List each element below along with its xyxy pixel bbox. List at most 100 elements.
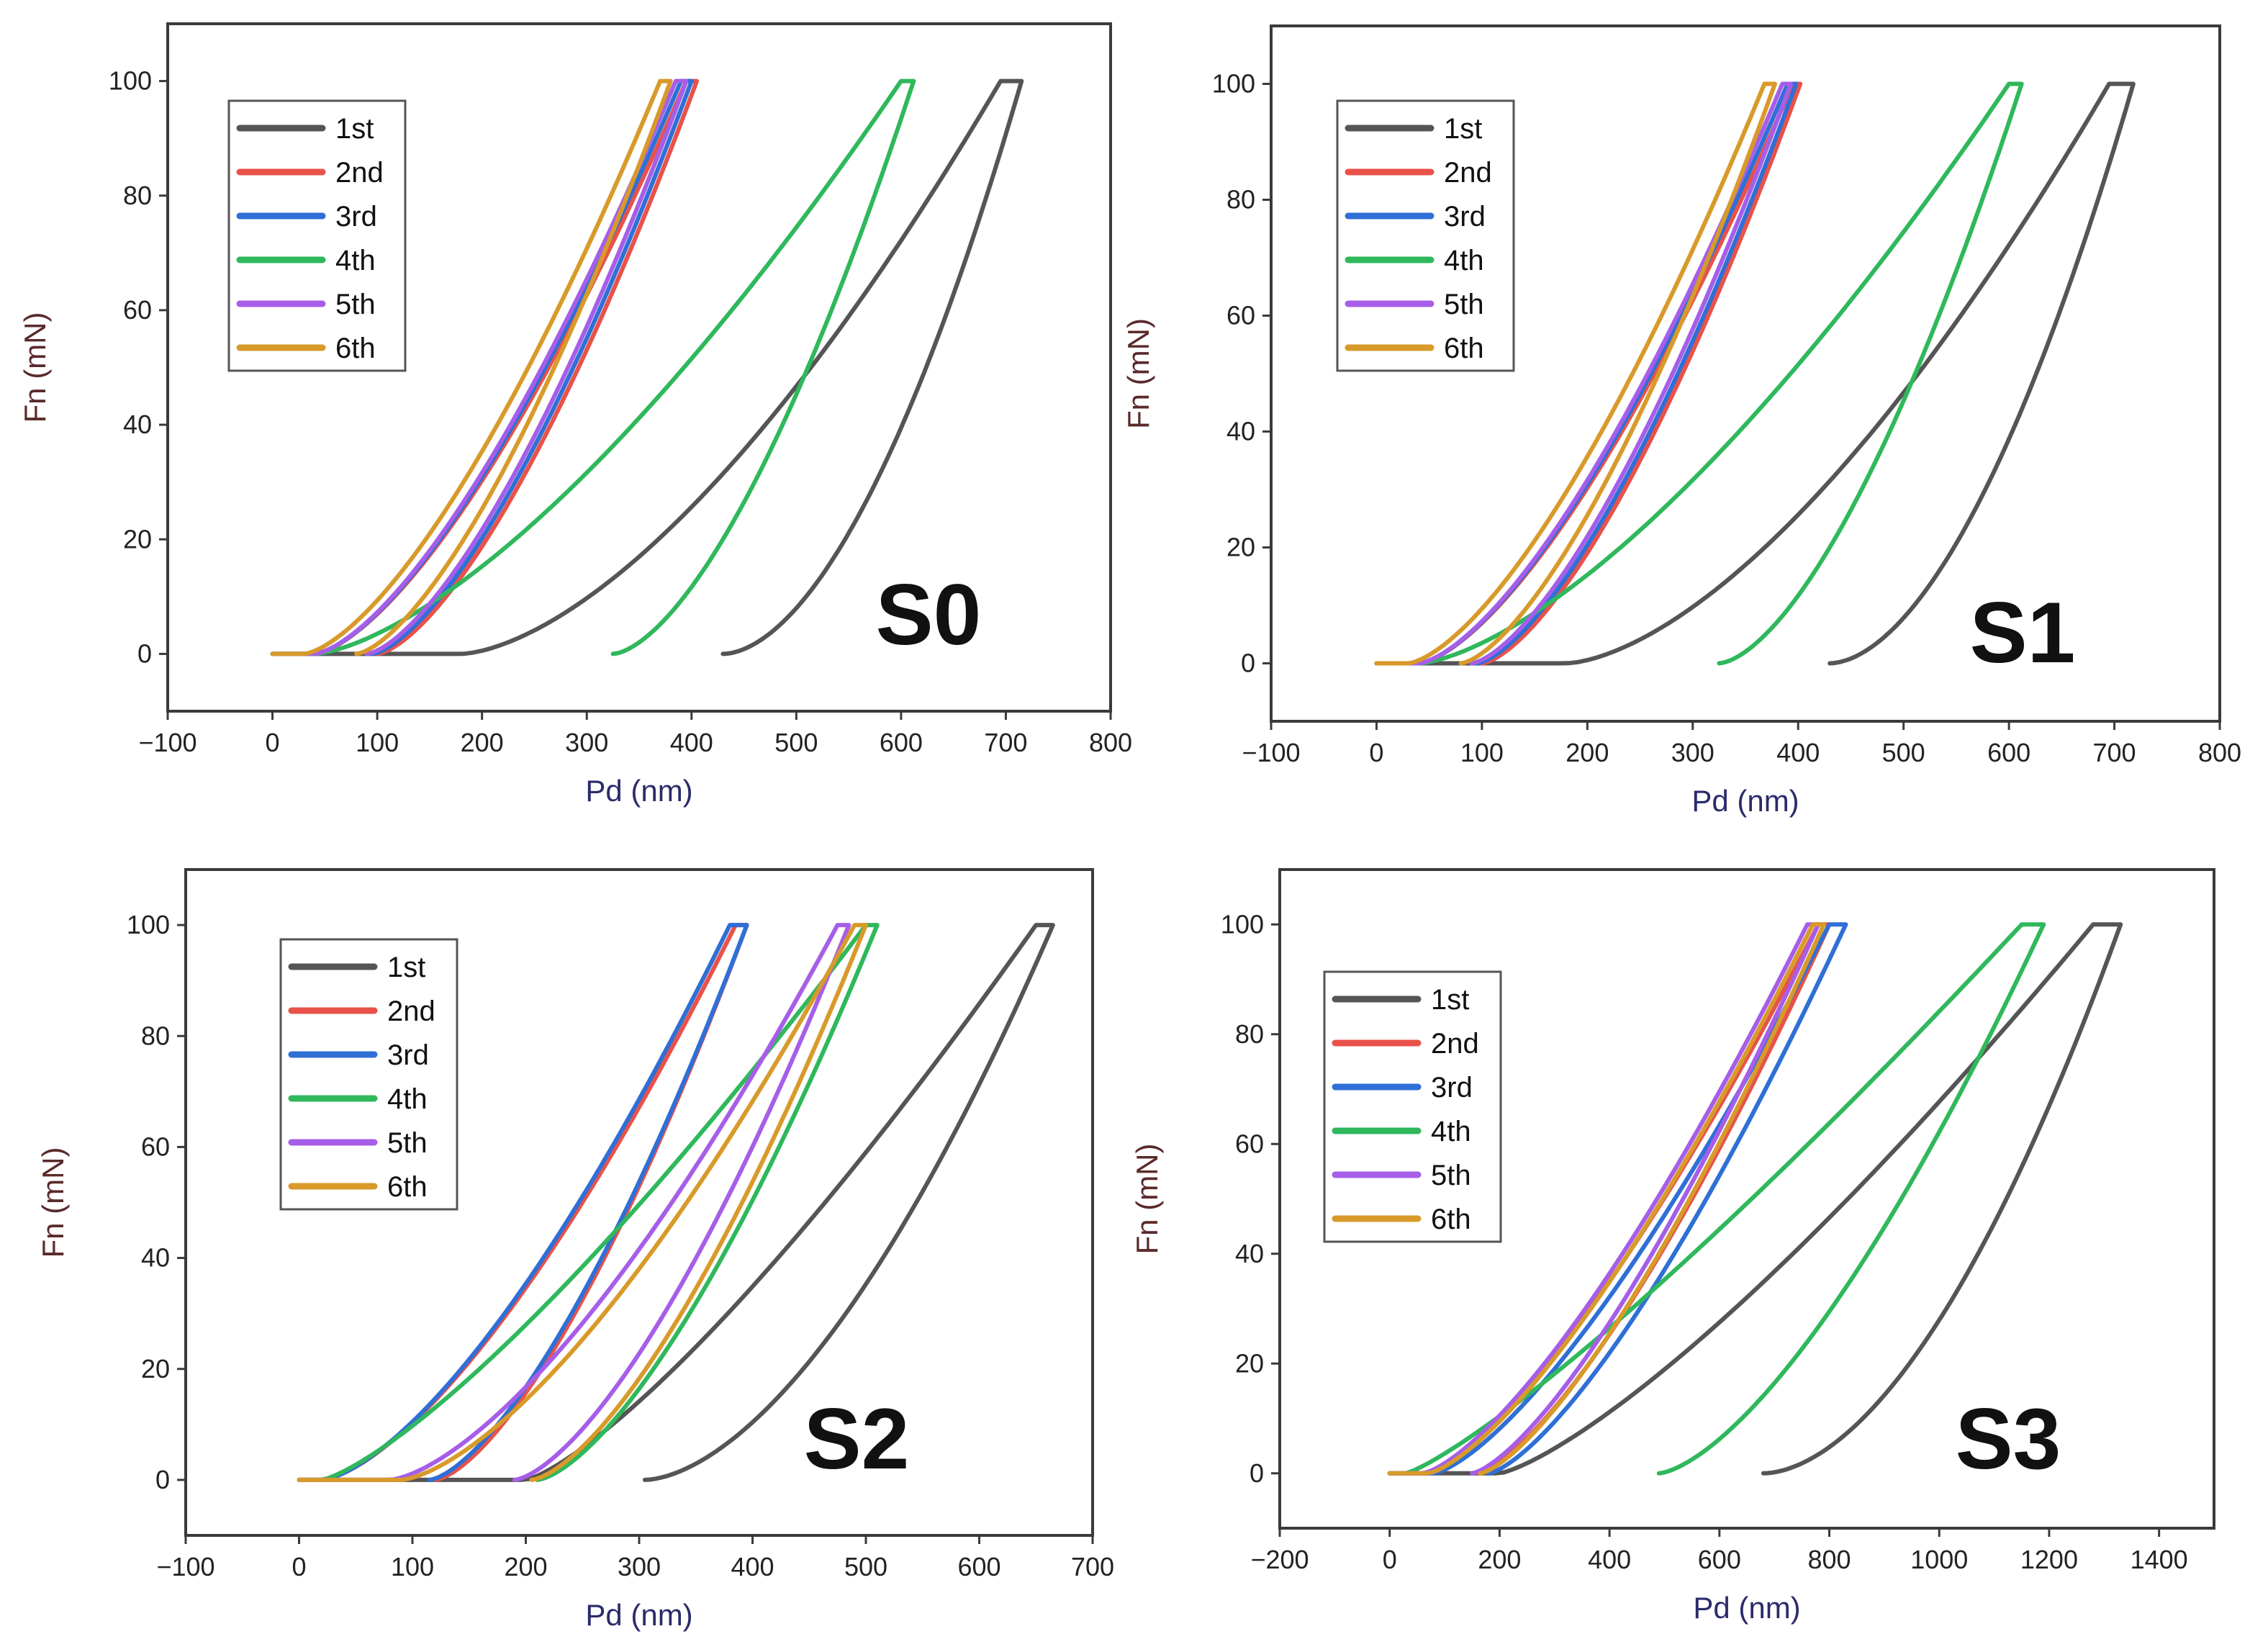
x-tick-label: 400 <box>731 1552 774 1581</box>
x-tick-label: 0 <box>292 1552 306 1581</box>
x-axis-label: Pd (nm) <box>585 774 692 808</box>
legend-box <box>1323 970 1502 1243</box>
x-tick-label: 300 <box>1671 738 1714 767</box>
legend-label-5th: 5th <box>387 1127 428 1159</box>
y-tick-label: 40 <box>141 1243 170 1273</box>
x-tick-label: 200 <box>1478 1545 1521 1574</box>
series-line-4th <box>1374 81 2024 666</box>
x-tick-label: 200 <box>461 728 504 757</box>
series-line-3rd <box>297 923 749 1482</box>
x-tick-label: −200 <box>1250 1545 1309 1574</box>
legend-label-5th: 5th <box>335 289 376 320</box>
y-tick-label: 60 <box>1226 301 1255 330</box>
legend-label-5th: 5th <box>1444 289 1484 320</box>
x-tick-label: 1200 <box>2020 1545 2078 1574</box>
legend-label-6th: 6th <box>1444 333 1484 364</box>
series-line-5th <box>270 78 689 656</box>
series-line-6th <box>1374 81 1777 666</box>
y-axis-label: Fn (mN) <box>1130 1144 1164 1255</box>
y-tick-label: 100 <box>109 66 152 96</box>
x-tick-label: 100 <box>356 728 399 757</box>
y-tick-label: 0 <box>155 1465 170 1494</box>
x-tick-label: 500 <box>1882 738 1925 767</box>
x-tick-label: 200 <box>1566 738 1609 767</box>
x-tick-label: 100 <box>391 1552 434 1581</box>
y-tick-label: 40 <box>1226 417 1255 446</box>
chart-panel-s1: −100 0 100 200 300 400 500 600 700 800 0 20 40 60 80 10… <box>1121 24 2241 818</box>
x-tick-label: 100 <box>1460 738 1504 767</box>
y-tick-label: 0 <box>137 638 152 668</box>
x-tick-label: 0 <box>1383 1545 1397 1574</box>
legend-label-4th: 4th <box>1444 245 1484 276</box>
legend-label-4th: 4th <box>387 1083 428 1115</box>
x-tick-label: 300 <box>565 728 608 757</box>
x-tick-label: 700 <box>2093 738 2136 767</box>
x-tick-label: 0 <box>1369 738 1383 767</box>
x-axis-label: Pd (nm) <box>1691 784 1799 818</box>
x-tick-label: −100 <box>138 728 196 757</box>
y-tick-label: 60 <box>123 295 152 325</box>
series-line-1st <box>270 78 1024 656</box>
x-tick-label: 600 <box>1987 738 2030 767</box>
legend: 1st 2nd 3rd 4th 5th 6th <box>227 99 407 372</box>
y-axis-label: Fn (mN) <box>18 312 52 423</box>
x-tick-label: 1000 <box>1910 1545 1968 1574</box>
y-tick-label: 80 <box>1226 185 1255 215</box>
y-tick-label: 60 <box>141 1132 170 1161</box>
x-tick-label: 800 <box>1807 1545 1851 1574</box>
y-tick-label: 20 <box>1235 1348 1264 1378</box>
x-tick-label: 600 <box>957 1552 1000 1581</box>
y-tick-label: 20 <box>141 1354 170 1384</box>
legend-label-2nd: 2nd <box>1431 1028 1479 1060</box>
series-line-6th <box>270 78 673 656</box>
legend-label-2nd: 2nd <box>1444 157 1492 189</box>
legend-label-4th: 4th <box>335 245 376 276</box>
legend-label-1st: 1st <box>387 952 425 983</box>
y-tick-label: 80 <box>1235 1019 1264 1049</box>
y-axis-label: Fn (mN) <box>1121 318 1155 429</box>
x-tick-label: 1400 <box>2131 1545 2188 1574</box>
legend-label-1st: 1st <box>335 113 374 145</box>
legend-label-3rd: 3rd <box>1444 201 1486 233</box>
plot-frame <box>1278 868 2215 1530</box>
x-tick-label: 800 <box>1089 728 1132 757</box>
series-line-1st <box>297 923 1055 1482</box>
legend-label-6th: 6th <box>387 1171 428 1203</box>
x-tick-label: 0 <box>266 728 280 757</box>
panel-label: S1 <box>1970 584 2076 681</box>
x-axis-label: Pd (nm) <box>1693 1591 1800 1625</box>
legend-label-3rd: 3rd <box>335 201 377 233</box>
series-line-6th <box>297 923 868 1482</box>
x-tick-label: 400 <box>670 728 713 757</box>
y-tick-label: 100 <box>1212 69 1255 99</box>
x-tick-label: 700 <box>984 728 1027 757</box>
x-axis-label: Pd (nm) <box>585 1598 692 1632</box>
legend-label-2nd: 2nd <box>335 157 384 189</box>
legend-label-5th: 5th <box>1431 1160 1471 1191</box>
legend: 1st 2nd 3rd 4th 5th 6th <box>1323 970 1502 1243</box>
y-tick-label: 80 <box>141 1021 170 1050</box>
plot-frame <box>166 22 1112 713</box>
y-tick-label: 40 <box>123 410 152 439</box>
x-tick-label: 300 <box>618 1552 661 1581</box>
legend-label-1st: 1st <box>1431 984 1469 1016</box>
legend-box <box>227 99 407 372</box>
legend-label-3rd: 3rd <box>387 1039 429 1071</box>
x-tick-label: 200 <box>504 1552 547 1581</box>
legend-label-4th: 4th <box>1431 1116 1471 1147</box>
y-tick-label: 40 <box>1235 1239 1264 1268</box>
x-tick-label: 600 <box>880 728 923 757</box>
chart-panel-s3: −200 0 200 400 600 800 1000 1200 1400 0 20 40 60 80 10… <box>1130 868 2215 1625</box>
legend-label-6th: 6th <box>335 333 376 364</box>
y-tick-label: 100 <box>127 910 170 939</box>
legend-box <box>1336 99 1515 372</box>
x-tick-label: 500 <box>844 1552 887 1581</box>
series-line-6th <box>1387 922 1826 1476</box>
x-tick-label: 500 <box>774 728 818 757</box>
x-tick-label: 400 <box>1588 1545 1631 1574</box>
plot-frame <box>1270 24 2221 723</box>
x-tick-label: 600 <box>1698 1545 1741 1574</box>
x-tick-label: −100 <box>1242 738 1300 767</box>
series-line-1st <box>1374 81 2136 666</box>
legend-label-3rd: 3rd <box>1431 1072 1473 1103</box>
